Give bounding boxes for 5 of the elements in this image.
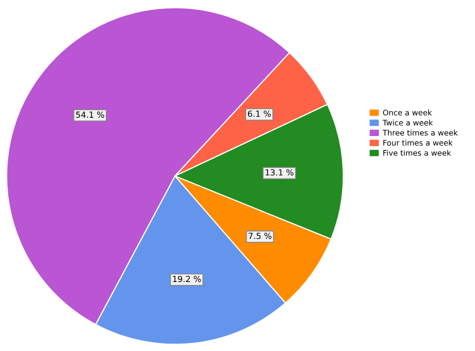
data-label: 7.5 % <box>248 232 272 240</box>
data-label: 19.2 % <box>173 276 201 282</box>
data-label: 13.1 % <box>266 169 294 176</box>
data-label: 54.1 % <box>76 112 104 118</box>
data-label: 6.1 % <box>248 110 271 117</box>
